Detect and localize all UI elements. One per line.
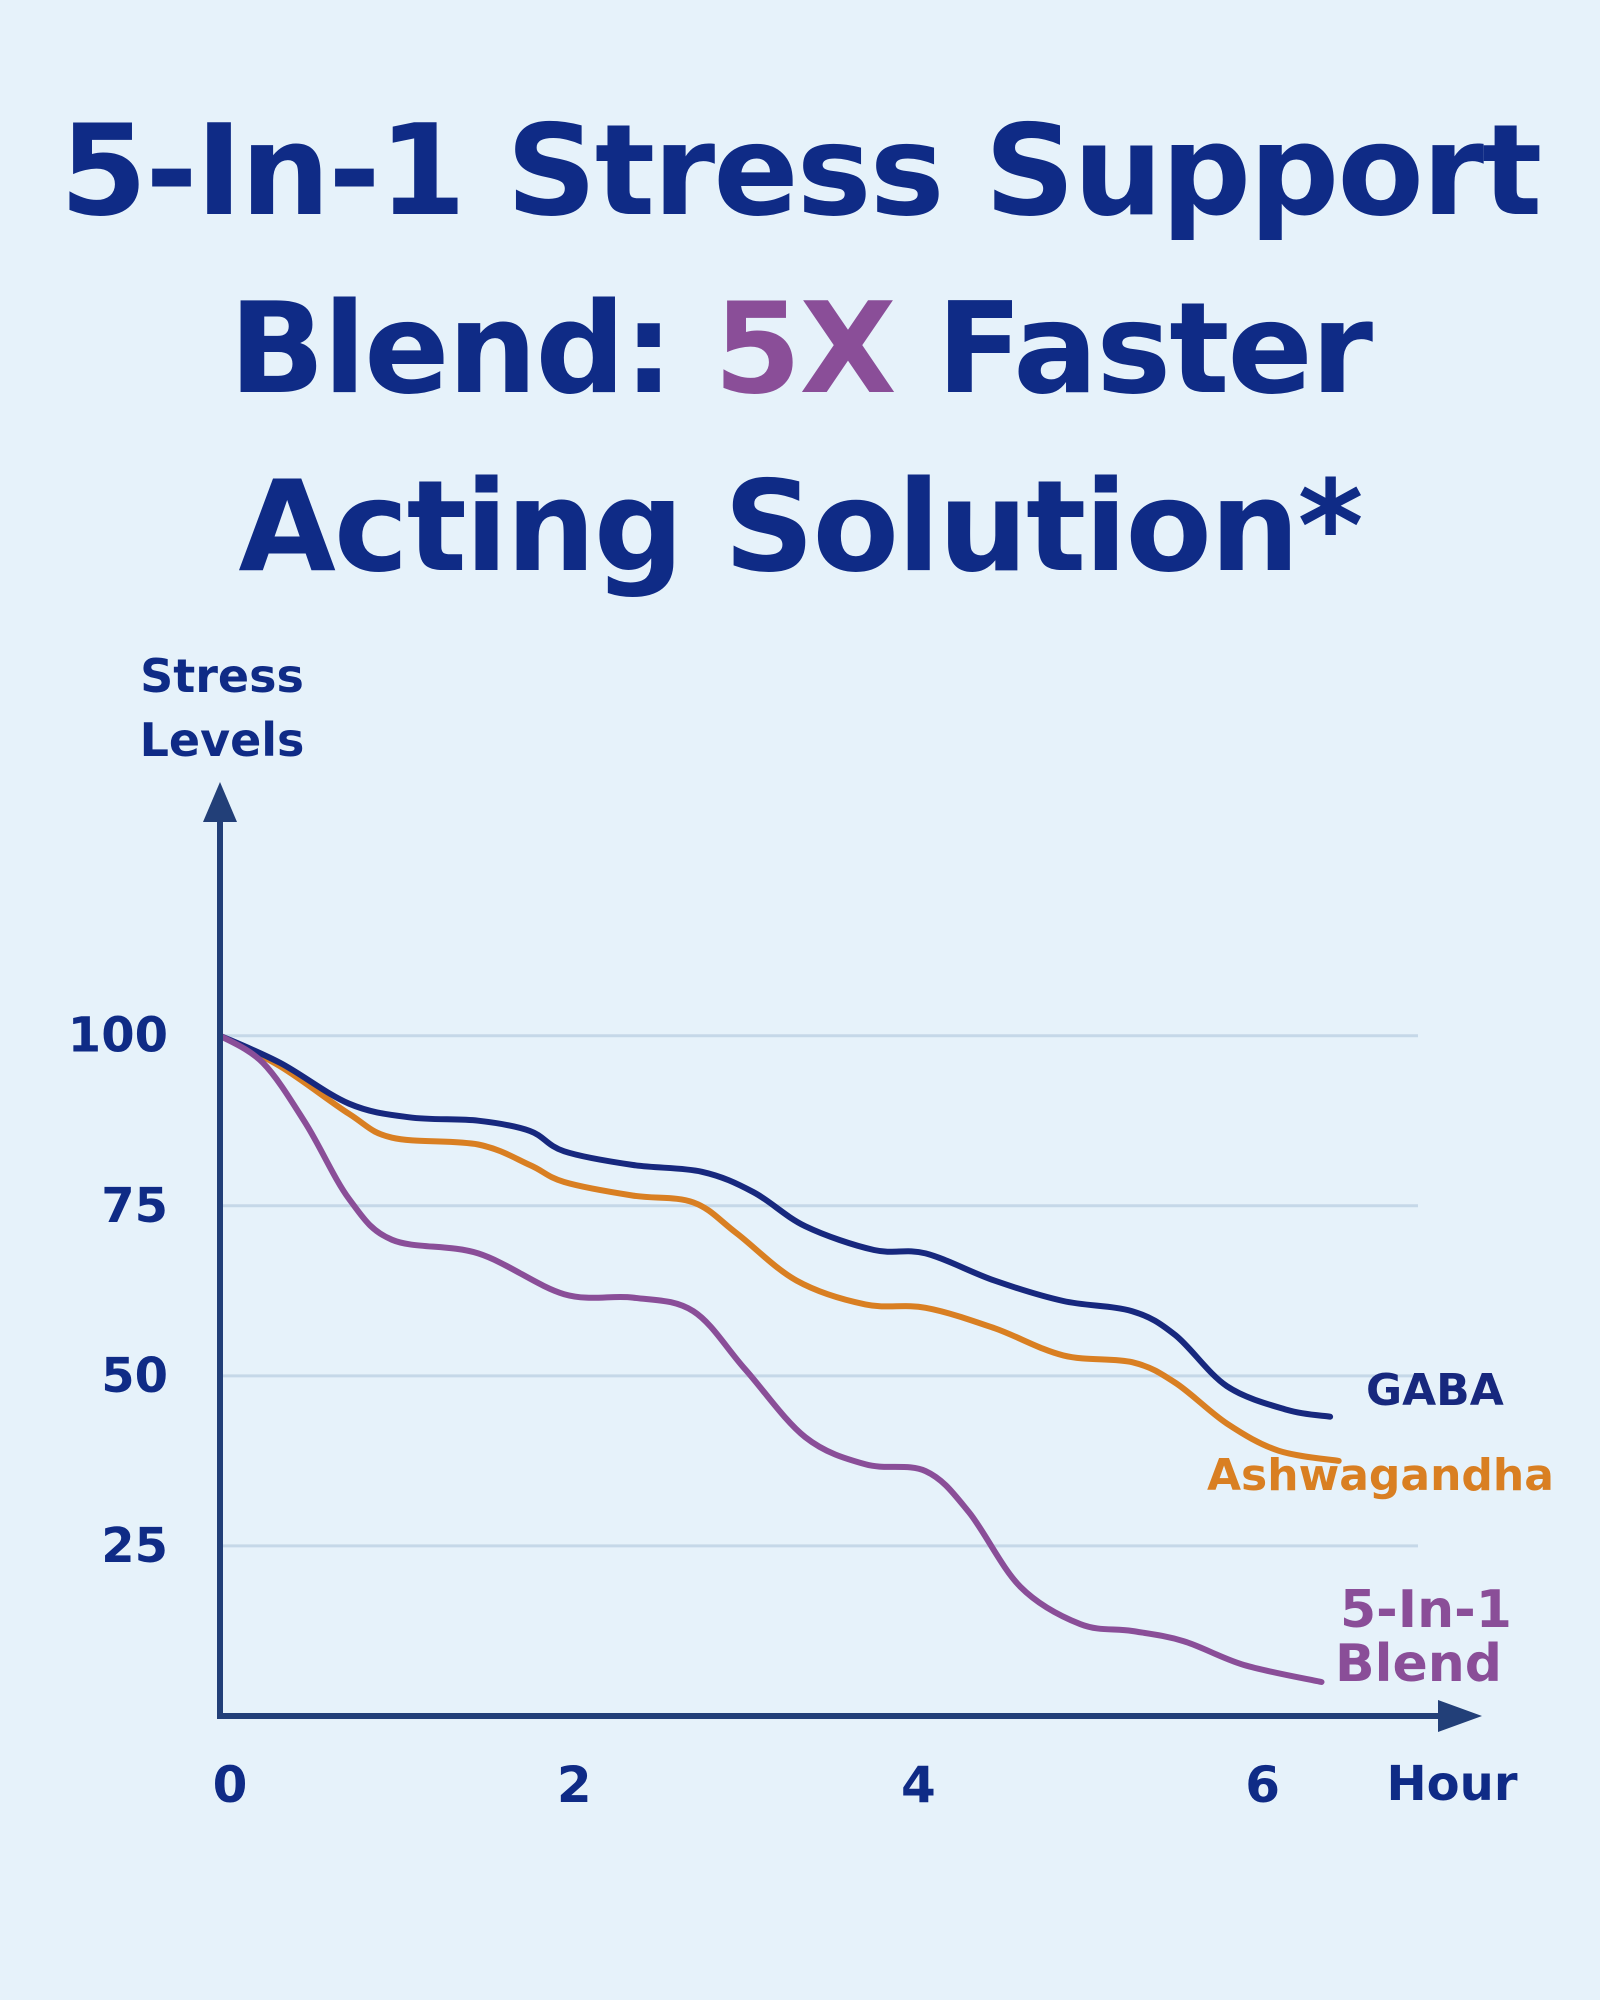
x-tick-label: 4 <box>901 1756 936 1814</box>
series-label-ashwagandha: Ashwagandha <box>1207 1450 1554 1501</box>
series-label-5-in-1-blend: 5-In-1 <box>1340 1580 1512 1640</box>
headline: 5-In-1 Stress Support Blend: 5X Faster A… <box>0 82 1600 616</box>
series-label-5-in-1-blend: Blend <box>1335 1634 1502 1694</box>
headline-accent-5x: 5X <box>713 275 897 422</box>
x-tick-label: 2 <box>557 1756 592 1814</box>
series-line-gaba <box>217 1032 1334 1420</box>
x-axis-title: Hour <box>1387 1756 1518 1812</box>
y-axis-title: Levels <box>140 713 305 767</box>
headline-line-2-start: Blend: <box>228 275 714 422</box>
y-tick-label: 100 <box>68 1008 168 1064</box>
chart-labels: 25 50 75 100 0 2 4 6 Stress Levels Hour GABA Ashwaga… <box>68 649 1554 1814</box>
y-axis-title: Stress <box>140 649 304 703</box>
headline-line-2-end: Faster <box>894 275 1373 422</box>
y-tick-label: 75 <box>101 1178 168 1234</box>
x-tick-label: 6 <box>1245 1756 1280 1814</box>
series-line-ashwagandha <box>217 1032 1342 1464</box>
headline-line-2: Blend: 5X Faster <box>0 260 1600 438</box>
x-tick-label: 0 <box>213 1756 248 1814</box>
axes <box>203 782 1482 1732</box>
series-line-5-in-1-blend <box>217 1032 1325 1685</box>
headline-line-1: 5-In-1 Stress Support <box>59 97 1543 244</box>
y-tick-label: 50 <box>101 1348 168 1404</box>
headline-line-3: Acting Solution* <box>238 453 1363 600</box>
series-label-gaba: GABA <box>1366 1365 1504 1416</box>
x-axis-arrowhead <box>1438 1700 1482 1732</box>
series-lines <box>217 1032 1342 1685</box>
y-tick-label: 25 <box>101 1518 168 1574</box>
y-axis-arrowhead <box>203 782 237 822</box>
